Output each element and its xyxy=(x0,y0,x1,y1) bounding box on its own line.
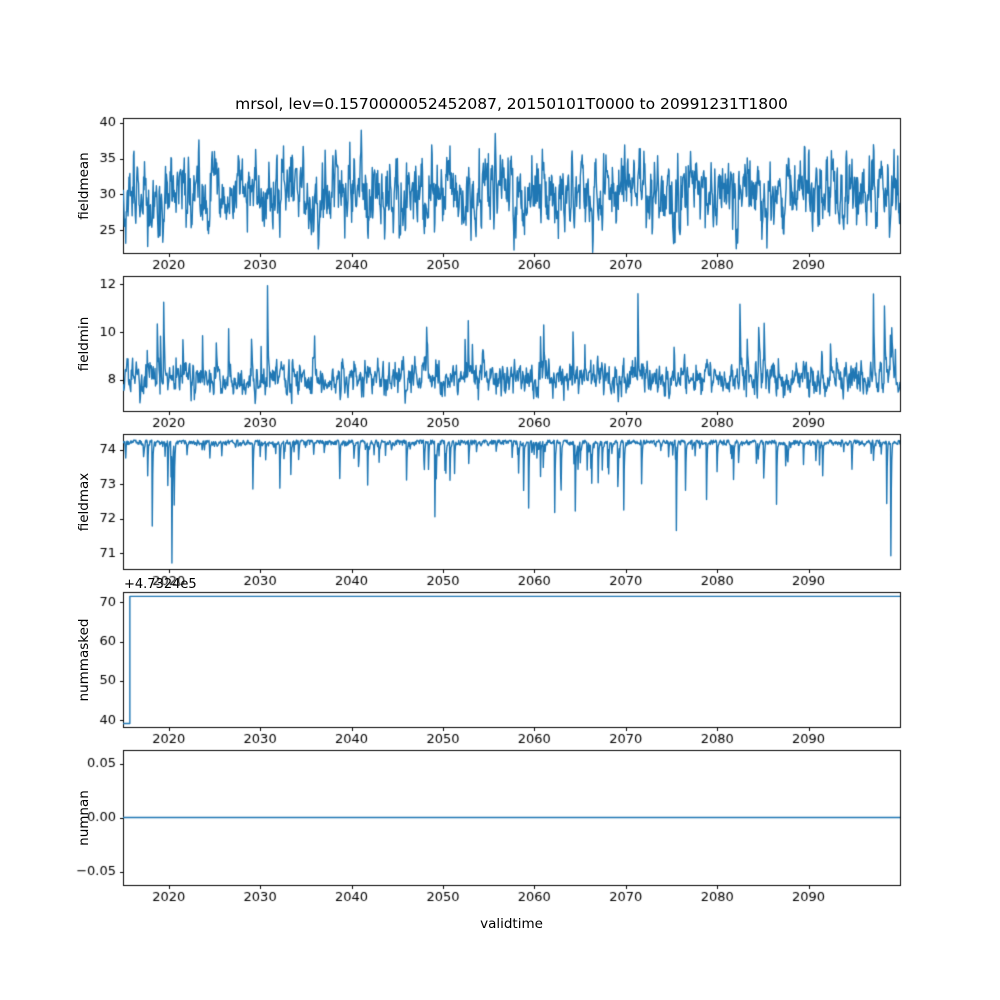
figure-title: mrsol, lev=0.1570000052452087, 20150101T… xyxy=(235,95,788,113)
y-axis-label-fieldmax: fieldmax xyxy=(76,472,92,531)
y-axis-label-nummasked: nummasked xyxy=(76,618,92,701)
y-axis-label-fieldmean: fieldmean xyxy=(76,151,92,220)
y-axis-label-numnan: numnan xyxy=(76,789,92,846)
y-axis-offset-text: +4.7324e5 xyxy=(124,577,197,592)
x-axis-label: validtime xyxy=(480,916,543,932)
y-axis-label-fieldmin: fieldmin xyxy=(76,316,92,371)
